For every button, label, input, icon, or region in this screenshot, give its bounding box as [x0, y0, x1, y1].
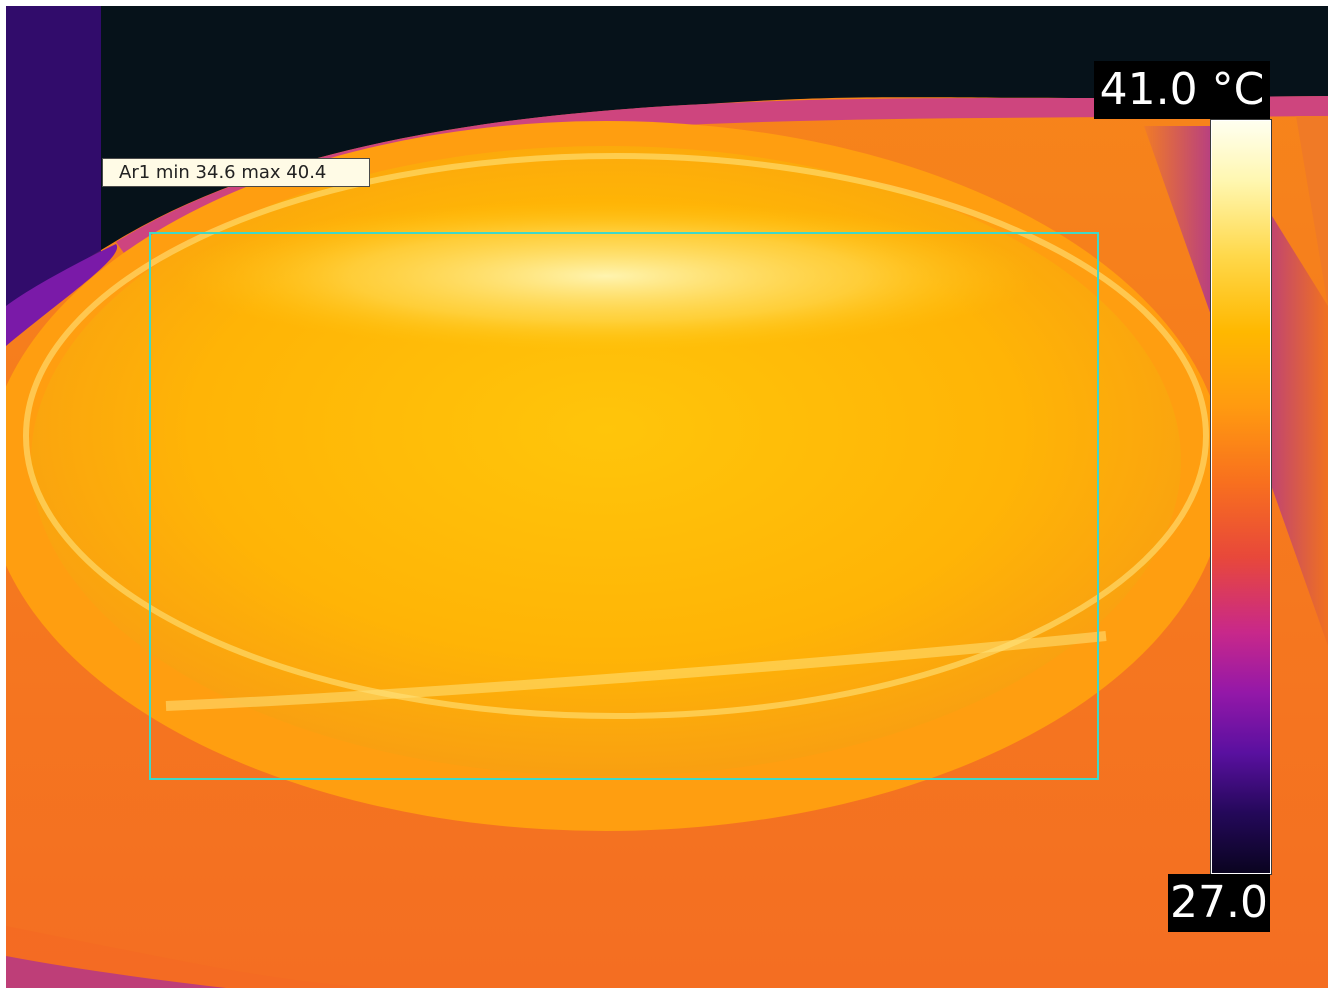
scale-max-label: 41.0 °C [1094, 61, 1270, 119]
thermal-image [6, 6, 1328, 988]
measurement-area-box[interactable] [149, 232, 1099, 780]
measurement-area-label: Ar1 min 34.6 max 40.4 [102, 158, 370, 187]
temperature-scale-bar [1210, 119, 1272, 875]
scale-min-label: 27.0 [1168, 874, 1270, 932]
thermal-scene [6, 6, 1328, 988]
